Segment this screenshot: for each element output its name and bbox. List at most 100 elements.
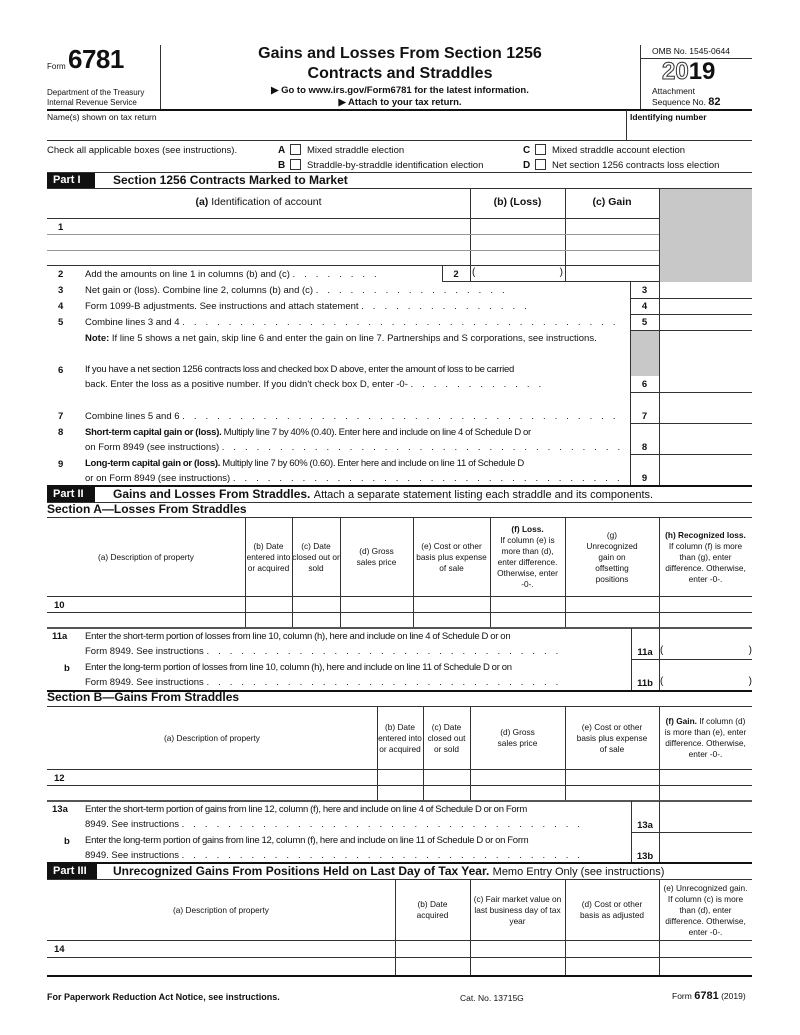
line-10-description-field[interactable] (70, 597, 245, 627)
line-9-text-2: or on Form 8949 (see instructions) .....… (85, 473, 625, 484)
line-13a-amount-field[interactable] (660, 802, 752, 832)
part-3-tag: Part III (47, 864, 97, 879)
col-c-gain: (c) Gain (592, 196, 632, 208)
name-label: Name(s) shown on tax return (47, 112, 157, 122)
line-5-text: Combine lines 3 and 4 ..................… (85, 317, 625, 328)
checkbox-net-1256-loss[interactable] (535, 159, 546, 170)
line-1-number: 1 (58, 222, 64, 233)
dept-treasury: Department of the Treasury (47, 88, 145, 97)
line-14-number: 14 (54, 944, 65, 955)
part3-col-c: (c) Fair market value on last business d… (473, 893, 562, 926)
line-1-account-field[interactable] (70, 219, 470, 265)
line-8-amount-field[interactable] (660, 424, 752, 454)
part-2-title: Gains and Losses From Straddles. Attach … (113, 487, 654, 501)
secA-col-a: (a) Description of property (98, 551, 194, 562)
secA-col-f: (f) Loss. If column (e) is more than (d),… (497, 524, 558, 589)
line-7-text: Combine lines 5 and 6 ..................… (85, 411, 625, 422)
line-11b-number: b (64, 663, 70, 674)
line-3-amount-field[interactable] (660, 283, 752, 298)
paperwork-notice: For Paperwork Reduction Act Notice, see … (47, 992, 280, 1002)
checkbox-b-letter: B (278, 160, 286, 171)
line-12-number: 12 (54, 773, 65, 784)
line-13a-text-1: Enter the short-term portion of gains fr… (85, 804, 528, 815)
footer-form-id: Form 6781 (2019) (672, 990, 746, 1002)
line-7-amount-field[interactable] (660, 393, 752, 423)
irs-label: Internal Revenue Service (47, 98, 137, 107)
catalog-number: Cat. No. 13715G (460, 993, 524, 1003)
secA-col-e: (e) Cost or other basis plus expense of … (416, 540, 487, 573)
identifying-number-field[interactable] (630, 122, 750, 140)
line-4-number: 4 (58, 301, 64, 312)
form-title-1: Gains and Losses From Section 1256 (258, 45, 542, 62)
line-13a-text-2: 8949. See instructions .................… (85, 819, 590, 830)
line-2-gain-field[interactable] (565, 265, 659, 282)
line-5-note: Note: If line 5 shows a net gain, skip l… (85, 333, 597, 344)
section-b-title: Section B—Gains From Straddles (47, 690, 240, 704)
identifying-number-label: Identifying number (630, 112, 707, 122)
line-8-text-2: on Form 8949 (see instructions) ........… (85, 442, 625, 453)
secB-col-d: (d) Gross sales price (497, 727, 538, 748)
attach-instructions: ▶ Attach to your tax return. (338, 97, 462, 108)
line-9-number: 9 (58, 459, 64, 470)
part3-col-d: (d) Cost or other basis as adjusted (579, 899, 645, 920)
checkbox-b-label: Straddle-by-straddle identification elec… (307, 160, 484, 171)
col-a-identification: (a) Identification of account (195, 196, 322, 208)
checkbox-d-label: Net section 1256 contracts loss election (552, 160, 720, 171)
secA-col-c: (c) Date closed out or sold (292, 540, 340, 573)
line-8-text-1: Short-term capital gain or (loss). Multi… (85, 427, 531, 438)
secB-col-a: (a) Description of property (164, 732, 260, 743)
line-11a-amount-field[interactable]: () (660, 645, 752, 656)
line-11b-amount-field[interactable]: () (660, 676, 752, 687)
checkbox-a-letter: A (278, 145, 286, 156)
line-14-description-field[interactable] (70, 941, 395, 975)
line-13b-text-1: Enter the long-term portion of gains fro… (85, 835, 529, 846)
form-title-2: Contracts and Straddles (307, 65, 493, 82)
line-6-amount-field[interactable] (660, 331, 752, 392)
checkbox-mixed-straddle-election[interactable] (290, 144, 301, 155)
line-11b-text-2: Form 8949. See instructions ............… (85, 677, 568, 688)
line-9-amount-field[interactable] (660, 455, 752, 485)
line-13b-box-label: 13b (636, 851, 654, 862)
part-2-tag: Part II (47, 487, 95, 502)
secA-col-g: (g) Unrecognized gain on offsetting posi… (586, 529, 638, 584)
col-b-loss: (b) (Loss) (493, 196, 542, 208)
line-12-description-field[interactable] (70, 770, 377, 800)
part-1-title: Section 1256 Contracts Marked to Market (113, 173, 348, 187)
line-10-number: 10 (54, 600, 65, 611)
line-9-text-1: Long-term capital gain or (loss). Multip… (85, 458, 524, 469)
line-3-number: 3 (58, 285, 64, 296)
checkbox-c-letter: C (523, 145, 531, 156)
part3-col-b: (b) Date acquired (416, 899, 449, 920)
secB-col-f: (f) Gain. If column (d) is more than (e)… (664, 716, 747, 759)
line-4-box-label: 4 (641, 301, 648, 312)
line-6-box-label: 6 (641, 379, 648, 390)
line-5-amount-field[interactable] (660, 315, 752, 330)
line-13a-number: 13a (52, 804, 68, 815)
attachment-label: Attachment (652, 86, 695, 96)
line-2-number: 2 (58, 269, 64, 280)
checkbox-mixed-straddle-account[interactable] (535, 144, 546, 155)
part-1-tag: Part I (47, 173, 95, 188)
line-4-amount-field[interactable] (660, 299, 752, 314)
line-6-number: 6 (58, 365, 64, 376)
line-7-number: 7 (58, 411, 64, 422)
checkbox-a-label: Mixed straddle election (307, 145, 405, 156)
line-13b-amount-field[interactable] (660, 833, 752, 863)
checkbox-d-letter: D (523, 160, 531, 171)
line-2-loss-field[interactable]: () (470, 265, 565, 282)
line-11b-box-label: 11b (637, 678, 653, 689)
form-word: Form (47, 62, 66, 71)
line-13b-number: b (64, 836, 70, 847)
secA-col-h: (h) Recognized loss. If column (f) is mo… (665, 529, 746, 584)
line-2-box-label: 2 (453, 269, 459, 280)
line-8-number: 8 (58, 427, 64, 438)
sequence-label: Sequence No. 82 (652, 96, 721, 108)
checkbox-straddle-by-straddle[interactable] (290, 159, 301, 170)
form-number: 6781 (68, 44, 124, 74)
goto-instructions: ▶ Go to www.irs.gov/Form6781 for the lat… (271, 85, 529, 96)
line-11a-text-2: Form 8949. See instructions ............… (85, 646, 568, 657)
name-field[interactable] (47, 122, 627, 140)
part3-col-e: (e) Unrecognized gain. If column (c) is … (663, 882, 748, 937)
line-6-text-2: back. Enter the loss as a positive numbe… (85, 379, 551, 390)
line-13a-box-label: 13a (637, 820, 653, 831)
